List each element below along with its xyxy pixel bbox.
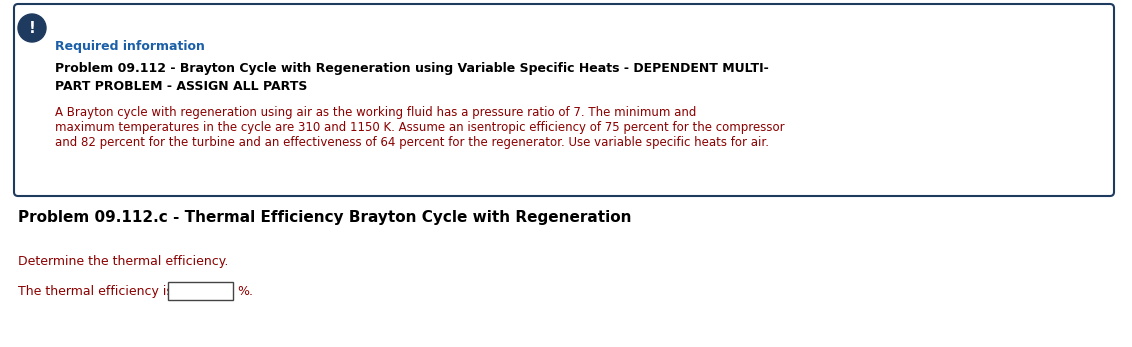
- Bar: [168, 282, 233, 300]
- Text: Problem 09.112.c - Thermal Efficiency Brayton Cycle with Regeneration: Problem 09.112.c - Thermal Efficiency Br…: [18, 210, 632, 225]
- Text: Problem 09.112 - Brayton Cycle with Regeneration using Variable Specific Heats -: Problem 09.112 - Brayton Cycle with Rege…: [55, 62, 769, 75]
- Text: maximum temperatures in the cycle are 310 and 1150 K. Assume an isentropic effic: maximum temperatures in the cycle are 31…: [55, 121, 784, 134]
- Text: The thermal efficiency is: The thermal efficiency is: [18, 285, 177, 298]
- Text: A Brayton cycle with regeneration using air as the working fluid has a pressure : A Brayton cycle with regeneration using …: [55, 106, 696, 119]
- Text: %.: %.: [237, 285, 252, 298]
- Text: PART PROBLEM - ASSIGN ALL PARTS: PART PROBLEM - ASSIGN ALL PARTS: [55, 80, 308, 93]
- Text: and 82 percent for the turbine and an effectiveness of 64 percent for the regene: and 82 percent for the turbine and an ef…: [55, 136, 769, 149]
- Text: !: !: [28, 20, 35, 35]
- Text: Determine the thermal efficiency.: Determine the thermal efficiency.: [18, 255, 229, 268]
- FancyBboxPatch shape: [14, 4, 1114, 196]
- Circle shape: [18, 14, 46, 42]
- Text: Required information: Required information: [55, 40, 205, 53]
